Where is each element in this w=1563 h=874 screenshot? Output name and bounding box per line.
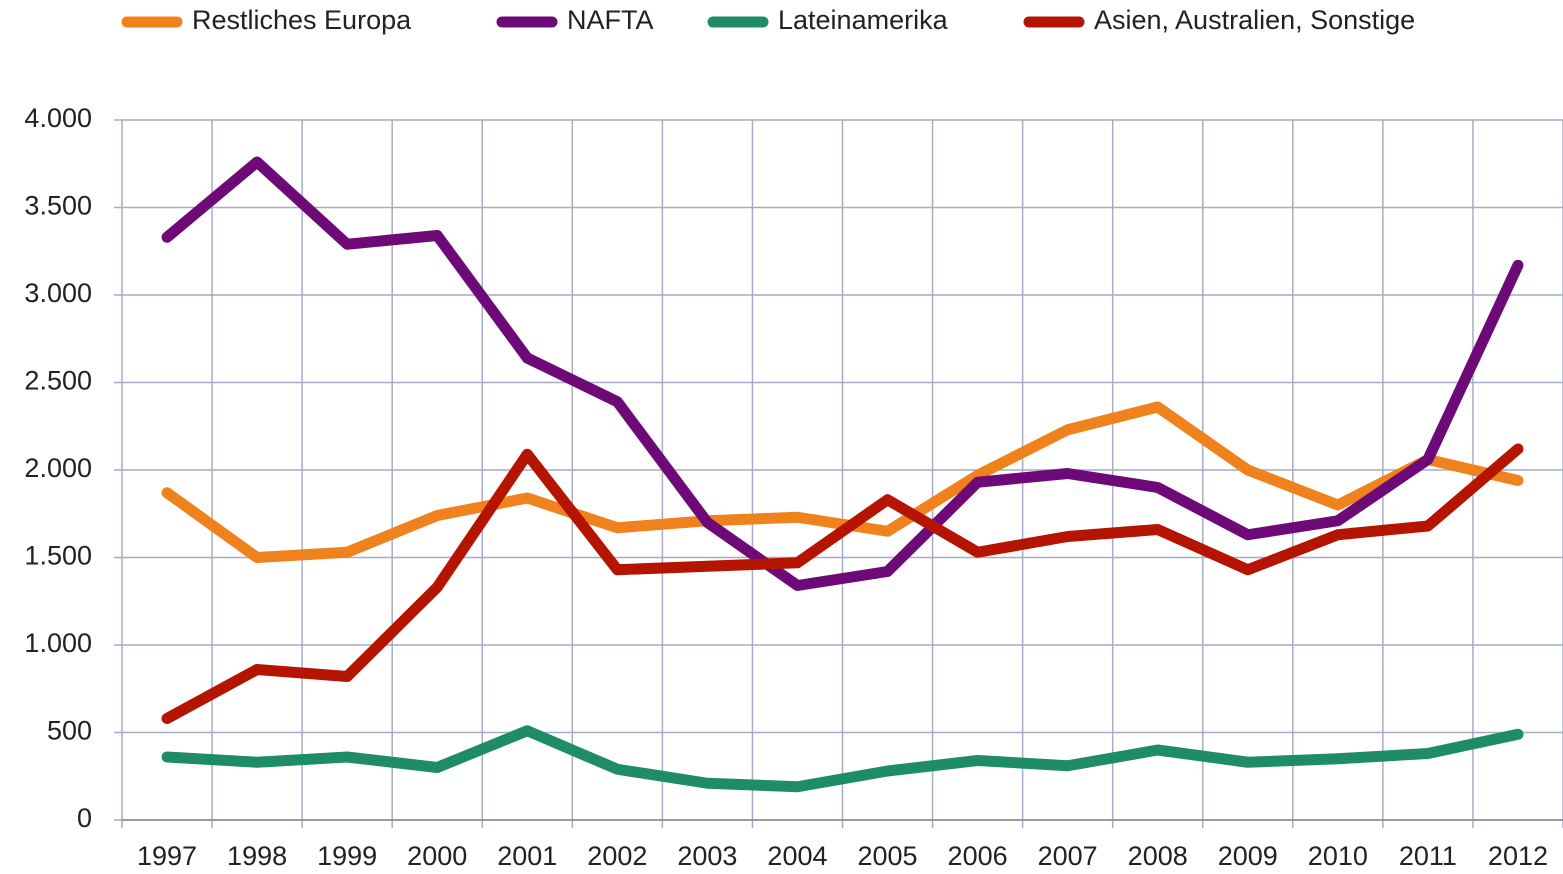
x-tick-label: 2009 [1218,841,1278,871]
x-tick-label: 1997 [137,841,197,871]
y-tick-label: 2.000 [24,453,92,483]
legend-label: Restliches Europa [192,5,412,35]
legend-label: Lateinamerika [778,5,949,35]
legend-label: NAFTA [567,5,654,35]
y-tick-label: 0 [77,803,92,833]
y-tick-label: 3.500 [24,191,92,221]
series-line [161,401,1524,563]
x-tick-label: 2002 [587,841,647,871]
x-tick-label: 1999 [317,841,377,871]
x-tick-label: 2004 [767,841,827,871]
series-line [161,156,1524,591]
y-tick-label: 4.000 [24,103,92,133]
x-tick-label: 2005 [857,841,917,871]
y-tick-label: 500 [47,716,92,746]
y-tick-label: 1.000 [24,628,92,658]
series-line [161,725,1524,793]
x-tick-label: 2011 [1399,841,1457,871]
legend-label: Asien, Australien, Sonstige [1094,5,1415,35]
x-tick-label: 2003 [677,841,737,871]
y-tick-label: 2.500 [24,366,92,396]
y-tick-label: 1.500 [24,541,92,571]
x-tick-label: 2010 [1308,841,1368,871]
x-tick-label: 2007 [1038,841,1098,871]
x-tick-label: 2006 [948,841,1008,871]
x-tick-label: 2008 [1128,841,1188,871]
y-tick-label: 3.000 [24,278,92,308]
x-tick-label: 2012 [1488,841,1548,871]
series-line [161,443,1524,724]
x-tick-label: 2001 [497,841,557,871]
x-tick-label: 2000 [407,841,467,871]
x-tick-label: 1998 [227,841,287,871]
